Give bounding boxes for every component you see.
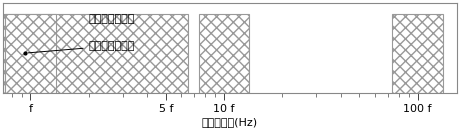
- Bar: [198, 14, 249, 93]
- Bar: [3, 14, 187, 93]
- Text: 定比型フィルタ: 定比型フィルタ: [28, 41, 135, 53]
- Bar: [5, 14, 56, 93]
- Text: 定幅型フィルタ: 定幅型フィルタ: [89, 14, 135, 24]
- X-axis label: 周　波　数(Hz): 周 波 数(Hz): [202, 117, 257, 127]
- Bar: [392, 14, 442, 93]
